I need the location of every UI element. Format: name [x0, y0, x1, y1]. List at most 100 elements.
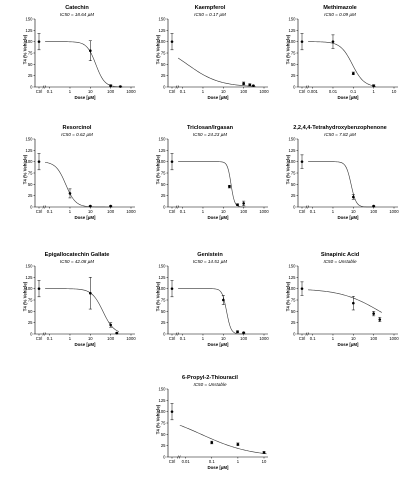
axis-break [307, 85, 310, 89]
x-tick-label: 1 [237, 459, 240, 464]
y-tick-label: 75 [291, 298, 296, 303]
y-tick-label: 0 [30, 85, 33, 90]
x-axis-label: Dose [µM] [207, 215, 229, 220]
ic50-subtitle: IC50 = 42.08 µM [59, 259, 95, 264]
y-tick-label: 0 [163, 205, 166, 210]
axis-break [307, 332, 310, 336]
chart-panel: Triclosan/Irgasan IC50 = 24.23 µM T4 (% Ve… [150, 125, 270, 225]
data-point [372, 204, 375, 208]
chart-svg: 0 25 50 75 100 125 150 Ctrl 0.1 1 10 100 1000 [289, 137, 400, 215]
axis-break [175, 205, 178, 209]
y-tick-label: 25 [291, 193, 296, 198]
chart-panel: Methimazole IC50 = 0.09 µM T4 (% Vehicle) D… [280, 5, 400, 105]
y-tick-label: 0 [163, 85, 166, 90]
y-tick-label: 100 [159, 39, 167, 44]
y-tick-label: 75 [28, 171, 33, 176]
y-tick-label: 150 [159, 264, 167, 269]
data-point [352, 301, 355, 305]
y-tick-label: 150 [26, 17, 34, 22]
data-point [372, 312, 375, 315]
axis-break [44, 85, 47, 89]
data-point [228, 185, 231, 188]
x-tick-label: 100 [107, 209, 115, 214]
chart-title: Epigallocatechin Gallate [44, 252, 110, 258]
chart-title: Resorcinol [62, 125, 92, 131]
chart-panel: Kaempferol IC50 = 0.17 µM T4 (% Vehicle) Do… [150, 5, 270, 105]
x-tick-label: 10 [88, 336, 93, 341]
y-tick-label: 75 [161, 421, 166, 426]
fit-curve [308, 41, 376, 87]
data-point [109, 84, 112, 87]
x-tick-label: 10 [351, 209, 356, 214]
data-point [170, 160, 174, 163]
y-tick-label: 25 [161, 193, 166, 198]
y-tick-label: 100 [159, 286, 167, 291]
fit-curve [177, 57, 256, 87]
axis-break [305, 332, 308, 336]
x-tick-label: Ctrl [299, 336, 306, 341]
fit-curve [308, 161, 376, 208]
chart-title: Sinapinic Acid [320, 252, 360, 258]
chart-svg: 0 25 50 75 100 125 150 Ctrl 0.1 1 10 100 1000 [159, 137, 270, 215]
fit-curve [178, 161, 246, 208]
axis-break [177, 85, 180, 89]
y-tick-label: 75 [291, 171, 296, 176]
x-tick-label: 1 [202, 89, 205, 94]
chart-title: Kaempferol [194, 5, 226, 11]
y-tick-label: 150 [289, 137, 297, 142]
x-tick-label: 0.1 [350, 89, 356, 94]
y-tick-label: 50 [28, 182, 33, 187]
axis-break [175, 85, 178, 89]
y-tick-label: 125 [289, 148, 297, 153]
x-tick-label: 10 [392, 89, 397, 94]
x-tick-label: 1 [69, 89, 72, 94]
y-tick-label: 125 [26, 148, 34, 153]
axis-break [177, 455, 179, 459]
data-point [68, 192, 72, 195]
y-tick-label: 50 [161, 182, 166, 187]
ic50-subtitle: IC50 = 14.51 µM [192, 259, 228, 264]
x-tick-label: 1000 [126, 336, 136, 341]
y-tick-label: 0 [30, 332, 33, 337]
x-tick-label: 1000 [126, 209, 136, 214]
x-tick-label: 10 [88, 89, 93, 94]
y-tick-label: 0 [30, 205, 33, 210]
x-tick-label: 1 [332, 209, 335, 214]
axis-break [175, 332, 178, 336]
data-point [210, 441, 214, 444]
ic50-subtitle: IC50 = 0.62 µM [61, 132, 93, 137]
y-tick-label: 125 [159, 28, 167, 33]
data-point [378, 318, 382, 321]
axis-break [177, 332, 180, 336]
ic50-subtitle: IC50 = 18.64 µM [59, 12, 95, 17]
x-tick-label: 100 [370, 336, 378, 341]
data-point [252, 84, 255, 87]
data-point [170, 40, 174, 43]
fit-curve [179, 424, 267, 455]
x-tick-label: 1000 [389, 336, 399, 341]
x-tick-label: 0.001 [307, 89, 318, 94]
x-tick-label: 1 [372, 89, 375, 94]
axis-break [42, 85, 45, 89]
chart-title: Methimazole [323, 5, 357, 11]
data-point [37, 287, 41, 290]
ic50-subtitle: IC50 = 7.82 µM [324, 132, 356, 137]
x-tick-label: 1000 [126, 89, 136, 94]
y-tick-label: 150 [26, 264, 34, 269]
x-tick-label: 0.1 [180, 336, 186, 341]
ic50-subtitle: IC50 = 0.09 µM [324, 12, 356, 17]
y-tick-label: 150 [26, 137, 34, 142]
chart-title: 6-Propyl-2-Thiouracil [182, 375, 238, 381]
data-point [331, 40, 335, 43]
x-axis-label: Dose [µM] [337, 95, 359, 100]
y-tick-label: 125 [26, 28, 34, 33]
y-tick-label: 0 [293, 85, 296, 90]
data-point [119, 85, 122, 88]
chart-svg: 0 25 50 75 100 125 150 Ctrl 0.1 1 10 100 1000 [26, 17, 137, 95]
x-tick-label: 1 [332, 336, 335, 341]
x-axis-label: Dose [µM] [337, 342, 359, 347]
y-tick-label: 0 [163, 332, 166, 337]
x-tick-label: 1 [202, 336, 205, 341]
data-point [236, 330, 239, 334]
